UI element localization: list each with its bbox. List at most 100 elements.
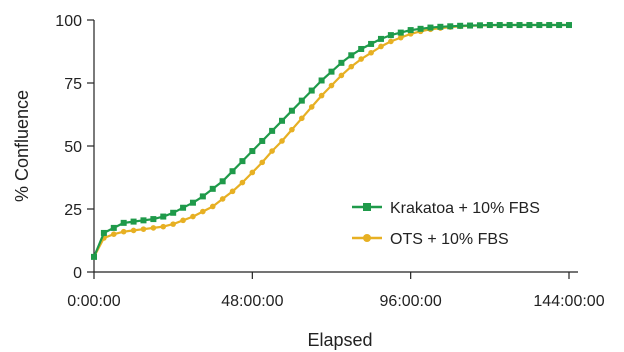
legend-item-ots: OTS + 10% FBS [352, 231, 509, 248]
data-point-krakatoa [130, 218, 137, 225]
data-point-ots [279, 138, 285, 144]
data-point-krakatoa [407, 27, 414, 34]
data-point-krakatoa [526, 22, 533, 29]
data-point-ots [180, 217, 186, 224]
data-point-krakatoa [516, 22, 523, 29]
data-point-krakatoa [566, 22, 572, 29]
series-ots [91, 22, 572, 260]
x-tick-label: 0:00:00 [67, 293, 120, 310]
data-point-ots [299, 115, 305, 122]
data-point-ots [160, 223, 167, 230]
data-point-ots [289, 126, 295, 133]
data-point-ots [200, 208, 206, 215]
data-point-krakatoa [348, 52, 355, 59]
data-point-ots [130, 227, 137, 234]
data-point-krakatoa [91, 253, 97, 260]
data-point-ots [348, 63, 355, 70]
data-point-krakatoa [110, 224, 117, 231]
data-point-ots [120, 228, 127, 235]
data-point-ots [368, 49, 374, 56]
legend-marker-krakatoa [363, 203, 371, 211]
data-point-krakatoa [199, 193, 206, 200]
x-axis-title: Elapsed [307, 330, 372, 350]
data-point-ots [140, 226, 147, 232]
data-point-krakatoa [229, 168, 236, 175]
x-tick-label: 96:00:00 [380, 293, 442, 310]
data-point-krakatoa [556, 22, 563, 29]
x-tick-label: 48:00:00 [221, 293, 283, 310]
data-point-ots [259, 159, 266, 166]
data-point-ots [318, 92, 325, 99]
data-point-ots [239, 179, 246, 186]
data-point-ots [110, 231, 117, 237]
data-point-ots [308, 104, 315, 110]
data-point-krakatoa [318, 77, 325, 84]
data-point-krakatoa [288, 107, 295, 114]
data-point-krakatoa [387, 32, 394, 39]
data-point-krakatoa [209, 185, 216, 192]
y-tick-label: 75 [64, 76, 82, 93]
data-point-krakatoa [160, 213, 167, 220]
data-point-krakatoa [279, 117, 286, 124]
data-point-krakatoa [140, 217, 147, 224]
y-tick-label: 25 [64, 202, 82, 219]
data-point-krakatoa [239, 158, 246, 165]
data-point-krakatoa [476, 22, 483, 29]
data-point-krakatoa [100, 229, 107, 236]
data-point-krakatoa [397, 29, 404, 36]
y-tick-label: 50 [64, 139, 82, 156]
data-point-krakatoa [150, 216, 157, 223]
data-point-krakatoa [377, 35, 384, 42]
data-point-krakatoa [457, 22, 464, 29]
legend-label-krakatoa: Krakatoa + 10% FBS [390, 200, 540, 217]
y-tick-label: 0 [73, 265, 82, 282]
y-tick-label: 100 [55, 13, 82, 30]
data-point-krakatoa [467, 22, 474, 29]
series-line-ots [93, 23, 569, 258]
data-point-ots [209, 203, 216, 210]
data-point-krakatoa [120, 219, 127, 226]
data-point-ots [249, 169, 256, 176]
data-point-krakatoa [219, 178, 226, 185]
legend-marker-ots [363, 234, 371, 242]
data-point-ots [229, 188, 236, 195]
series-krakatoa [91, 22, 572, 260]
data-point-ots [397, 34, 404, 41]
legend-item-krakatoa: Krakatoa + 10% FBS [352, 200, 540, 217]
data-point-krakatoa [358, 45, 365, 52]
data-point-ots [219, 196, 226, 202]
data-point-krakatoa [298, 97, 305, 104]
data-point-krakatoa [427, 24, 434, 31]
legend-label-ots: OTS + 10% FBS [390, 231, 509, 248]
data-point-krakatoa [328, 68, 335, 75]
data-point-ots [358, 56, 364, 62]
data-point-krakatoa [170, 209, 177, 216]
legend: Krakatoa + 10% FBS OTS + 10% FBS [352, 200, 540, 248]
ticks: 0 25 50 75 100 0:00:00 48:00:00 96:00:00 144:00:… [55, 13, 604, 310]
data-point-krakatoa [259, 137, 266, 144]
data-point-ots [269, 148, 275, 154]
data-point-krakatoa [249, 148, 256, 155]
data-point-krakatoa [189, 199, 196, 206]
data-point-ots [338, 72, 345, 79]
data-point-krakatoa [496, 22, 503, 29]
data-point-krakatoa [308, 87, 315, 94]
data-point-krakatoa [417, 25, 424, 32]
data-point-krakatoa [437, 23, 444, 30]
data-point-krakatoa [368, 40, 375, 47]
data-point-ots [170, 221, 176, 227]
data-point-krakatoa [546, 22, 553, 29]
x-tick-label: 144:00:00 [533, 293, 604, 310]
data-point-krakatoa [338, 59, 345, 66]
data-point-krakatoa [486, 22, 493, 29]
data-point-ots [378, 43, 384, 50]
data-point-krakatoa [180, 204, 187, 211]
series-line-krakatoa [92, 23, 569, 258]
data-point-ots [388, 38, 394, 45]
data-point-ots [190, 213, 196, 220]
series-layer [91, 22, 572, 260]
data-point-ots [328, 82, 335, 89]
data-point-krakatoa [447, 23, 454, 30]
data-point-ots [150, 225, 157, 231]
